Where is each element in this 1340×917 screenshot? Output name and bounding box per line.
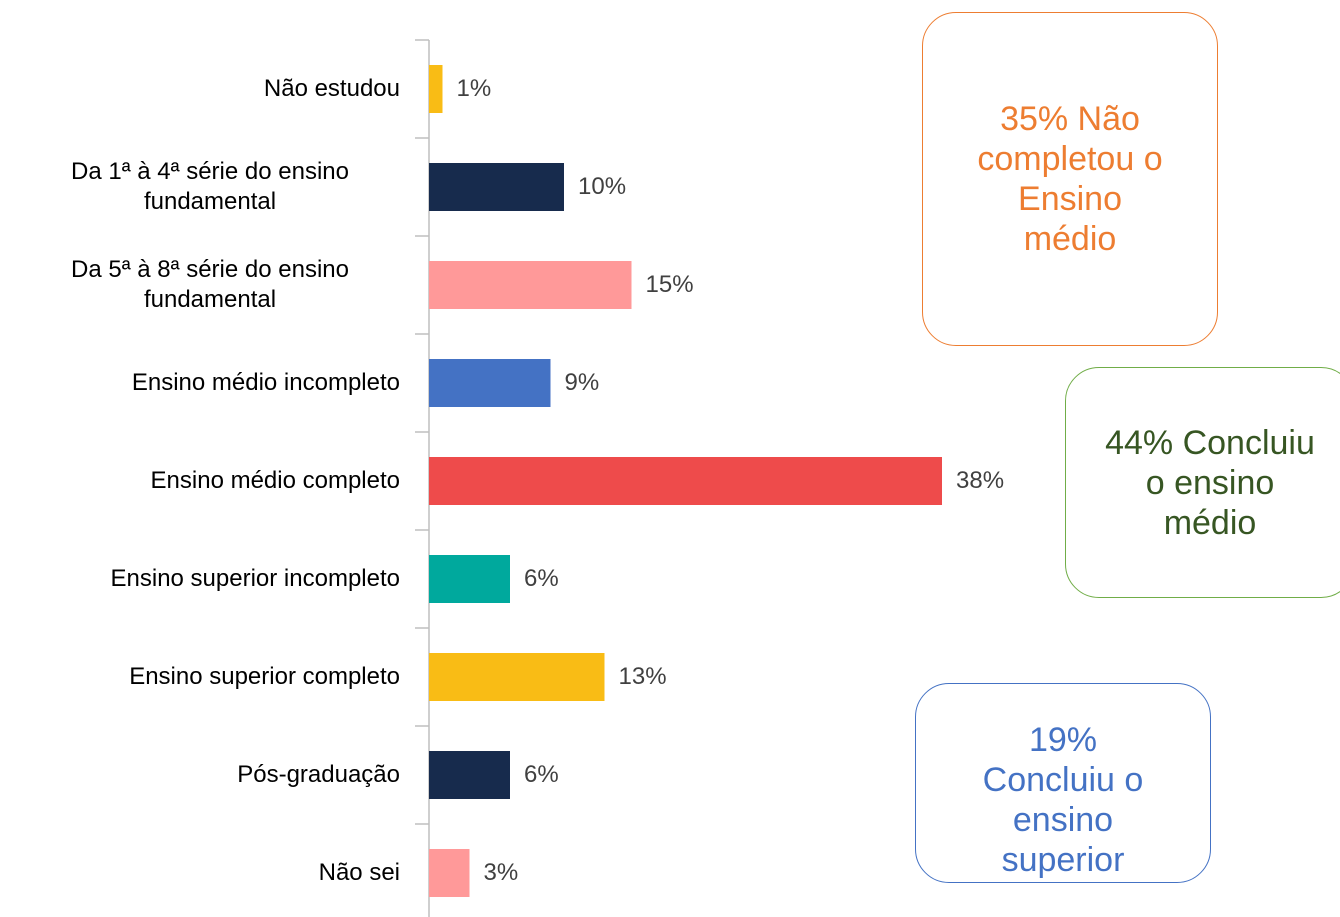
category-label: Da 5ª à 8ª série do ensino fundamental xyxy=(0,236,400,334)
value-label: 9% xyxy=(564,369,600,396)
annotation-box: 44% Concluiu o ensino médio xyxy=(1065,367,1340,598)
category-label: Ensino superior incompleto xyxy=(0,530,401,628)
category-label: Ensino médio incompleto xyxy=(0,334,400,432)
value-label: 15% xyxy=(645,271,694,298)
category-label: Não sei xyxy=(0,824,400,917)
category-text: Não estudou xyxy=(263,75,400,102)
bar xyxy=(429,359,551,407)
category-text: Ensino superior incompleto xyxy=(110,565,401,592)
bar xyxy=(429,163,564,211)
bar xyxy=(429,457,942,505)
category-text: Ensino médio completo xyxy=(150,467,400,494)
category-label: Pós-graduação xyxy=(0,726,400,824)
category-text: Da 1ª à 4ª série do ensino fundamental xyxy=(71,158,349,215)
bar xyxy=(429,261,632,309)
value-label: 6% xyxy=(524,761,559,788)
bar xyxy=(429,751,510,799)
annotation-text: 35% Não completou o Ensino médio xyxy=(977,100,1163,258)
bar xyxy=(429,849,470,897)
annotation-box: 19% Concluiu o ensino superior xyxy=(915,683,1211,883)
annotation-box: 35% Não completou o Ensino médio xyxy=(922,12,1218,346)
category-label: Ensino superior completo xyxy=(0,628,400,726)
category-label: Da 1ª à 4ª série do ensino fundamental xyxy=(0,138,400,236)
value-label: 10% xyxy=(578,173,627,200)
category-text: Ensino médio incompleto xyxy=(131,369,400,396)
value-label: 38% xyxy=(956,467,1005,494)
category-label: Não estudou xyxy=(0,40,400,138)
value-label: 1% xyxy=(456,75,492,102)
value-label: 6% xyxy=(524,565,559,592)
category-text: Da 5ª à 8ª série do ensino fundamental xyxy=(71,256,349,313)
value-label: 13% xyxy=(618,663,667,690)
annotation-text: 44% Concluiu o ensino médio xyxy=(1105,423,1315,542)
category-text: Pós-graduação xyxy=(237,761,400,788)
category-text: Ensino superior completo xyxy=(129,663,400,690)
bar xyxy=(429,555,510,603)
value-label: 3% xyxy=(483,859,519,886)
bar xyxy=(429,65,443,113)
category-label: Ensino médio completo xyxy=(0,432,400,530)
category-text: Não sei xyxy=(318,859,400,886)
bar xyxy=(429,653,605,701)
annotation-text: 19% Concluiu o ensino superior xyxy=(982,721,1144,879)
